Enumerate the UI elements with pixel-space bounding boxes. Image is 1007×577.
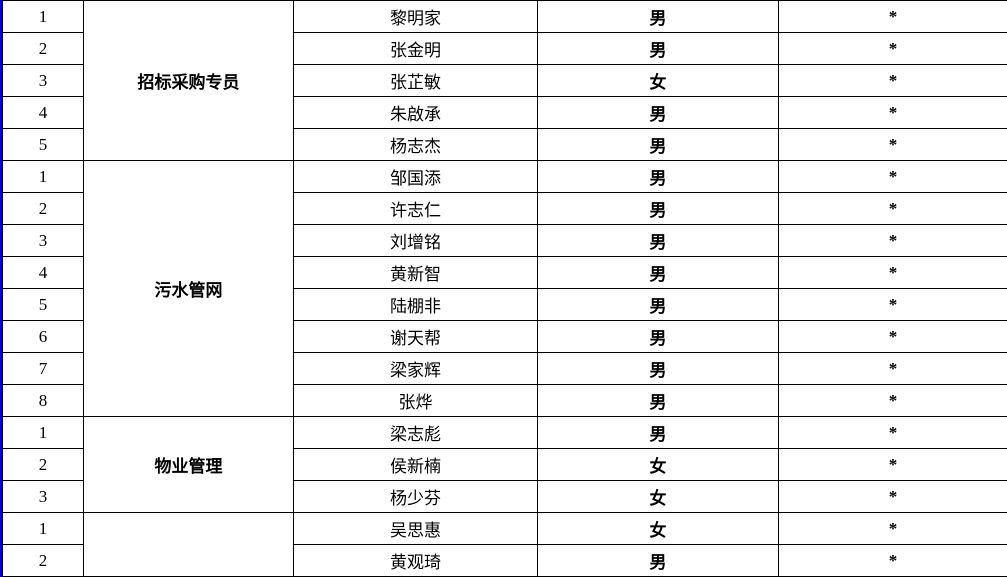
masked-value-cell: *	[778, 416, 1007, 449]
table-row: 7 梁家辉男 *	[2, 352, 1007, 385]
masked-value-cell: *	[778, 512, 1007, 545]
row-number-cell: 7	[2, 352, 84, 385]
row-number-cell: 2	[2, 544, 84, 577]
name-cell: 黄观琦	[293, 544, 538, 577]
gender-cell: 男	[537, 128, 779, 161]
table-row: 3 刘增铭男 *	[2, 224, 1007, 257]
gender-cell: 男	[537, 96, 779, 129]
row-number-cell: 3	[2, 480, 84, 513]
masked-value-cell: *	[778, 128, 1007, 161]
table-row: 1 物业管理 梁志彪男 *	[2, 416, 1007, 513]
row-number-cell: 3	[2, 224, 84, 257]
name-cell: 张烨	[293, 384, 538, 417]
gender-cell: 女	[537, 512, 779, 545]
gender-cell: 女	[537, 448, 779, 481]
gender-cell: 男	[537, 224, 779, 257]
gender-cell: 男	[537, 320, 779, 353]
table-row: 4 朱啟承男 *	[2, 96, 1007, 129]
row-number-cell: 1	[2, 416, 84, 449]
masked-value-cell: *	[778, 96, 1007, 129]
name-cell: 刘增铭	[293, 224, 538, 257]
gender-cell: 男	[537, 544, 779, 577]
masked-value-cell: *	[778, 256, 1007, 289]
name-cell: 吴思惠	[293, 512, 538, 545]
gender-cell: 男	[537, 0, 779, 33]
masked-value-cell: *	[778, 320, 1007, 353]
row-number-cell: 2	[2, 192, 84, 225]
gender-cell: 男	[537, 32, 779, 65]
table-row: 2 许志仁男 *	[2, 192, 1007, 225]
masked-value-cell: *	[778, 352, 1007, 385]
table-row: 2 侯新楠女 *	[2, 448, 1007, 481]
gender-cell: 男	[537, 384, 779, 417]
table-row: 2 黄观琦男 *	[2, 544, 1007, 577]
table-row: 5 陆棚非男 *	[2, 288, 1007, 321]
masked-value-cell: *	[778, 480, 1007, 513]
gender-cell: 男	[537, 160, 779, 193]
name-cell: 梁志彪	[293, 416, 538, 449]
table-row: 3 杨少芬女 *	[2, 480, 1007, 513]
row-number-cell: 8	[2, 384, 84, 417]
row-number-cell: 4	[2, 256, 84, 289]
name-cell: 杨志杰	[293, 128, 538, 161]
row-number-cell: 5	[2, 288, 84, 321]
gender-cell: 女	[537, 64, 779, 97]
table-row: 2 张金明男 *	[2, 32, 1007, 65]
name-cell: 朱啟承	[293, 96, 538, 129]
name-cell: 杨少芬	[293, 480, 538, 513]
name-cell: 陆棚非	[293, 288, 538, 321]
name-cell: 张芷敏	[293, 64, 538, 97]
row-number-cell: 3	[2, 64, 84, 97]
table-row: 5 杨志杰男 *	[2, 128, 1007, 161]
table-row: 1 招标采购专员 黎明家男 *	[2, 0, 1007, 161]
masked-value-cell: *	[778, 160, 1007, 193]
name-cell: 黄新智	[293, 256, 538, 289]
gender-cell: 男	[537, 192, 779, 225]
position-cell: 物业管理	[83, 416, 294, 513]
masked-value-cell: *	[778, 384, 1007, 417]
gender-cell: 男	[537, 288, 779, 321]
row-number-cell: 1	[2, 512, 84, 545]
gender-cell: 男	[537, 352, 779, 385]
name-cell: 许志仁	[293, 192, 538, 225]
name-cell: 侯新楠	[293, 448, 538, 481]
name-cell: 梁家辉	[293, 352, 538, 385]
row-number-cell: 6	[2, 320, 84, 353]
row-number-cell: 1	[2, 0, 84, 33]
gender-cell: 男	[537, 416, 779, 449]
row-number-cell: 4	[2, 96, 84, 129]
table-row: 1 吴思惠女 *	[2, 512, 1007, 577]
name-cell: 张金明	[293, 32, 538, 65]
row-number-cell: 2	[2, 32, 84, 65]
masked-value-cell: *	[778, 32, 1007, 65]
table-row: 1 污水管网 邹国添男 *	[2, 160, 1007, 417]
position-cell	[83, 512, 294, 577]
row-number-cell: 2	[2, 448, 84, 481]
table-row: 8 张烨男 *	[2, 384, 1007, 417]
row-number-cell: 1	[2, 160, 84, 193]
name-cell: 邹国添	[293, 160, 538, 193]
masked-value-cell: *	[778, 0, 1007, 33]
masked-value-cell: *	[778, 64, 1007, 97]
position-cell: 污水管网	[83, 160, 294, 417]
position-cell: 招标采购专员	[83, 0, 294, 161]
masked-value-cell: *	[778, 224, 1007, 257]
masked-value-cell: *	[778, 288, 1007, 321]
gender-cell: 女	[537, 480, 779, 513]
gender-cell: 男	[537, 256, 779, 289]
row-number-cell: 5	[2, 128, 84, 161]
name-cell: 谢天帮	[293, 320, 538, 353]
masked-value-cell: *	[778, 544, 1007, 577]
masked-value-cell: *	[778, 192, 1007, 225]
masked-value-cell: *	[778, 448, 1007, 481]
name-cell: 黎明家	[293, 0, 538, 33]
